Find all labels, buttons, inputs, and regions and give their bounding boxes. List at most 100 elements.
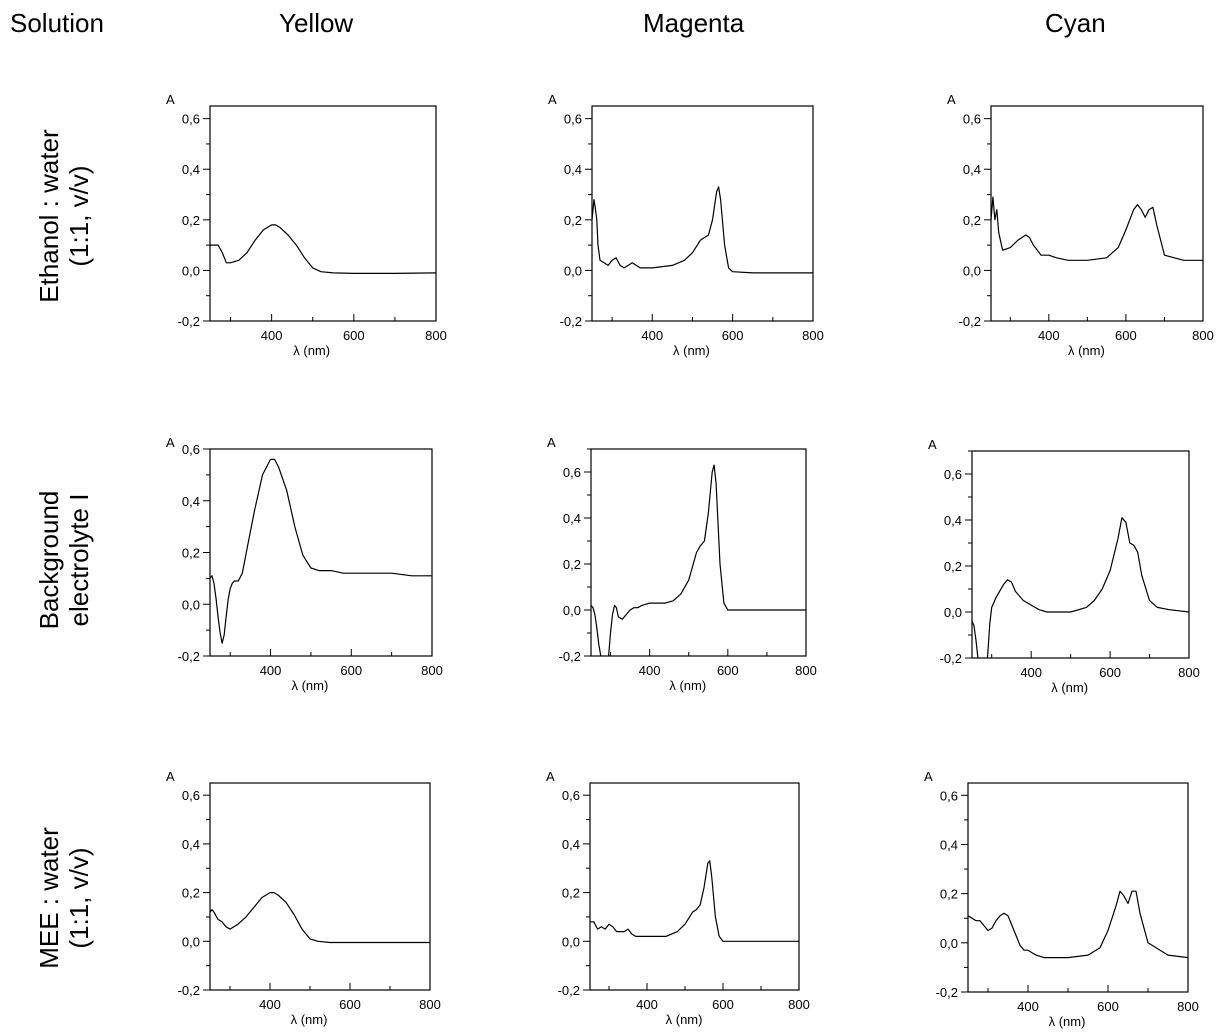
x-tick-label: 600 xyxy=(717,663,739,678)
spectrum-line xyxy=(591,464,806,656)
column-header-cyan: Cyan xyxy=(1045,8,1106,38)
x-tick-label: 400 xyxy=(1038,328,1060,343)
y-tick-label: 0,0 xyxy=(940,936,958,951)
y-tick-label: 0,0 xyxy=(563,603,581,618)
x-tick-label: 800 xyxy=(1178,665,1200,680)
x-tick-label: 600 xyxy=(1097,999,1119,1014)
y-tick-label: 0,0 xyxy=(182,263,200,278)
y-tick-label: 0,6 xyxy=(182,112,200,127)
y-axis-label: A xyxy=(547,435,556,450)
spectrum-line xyxy=(210,892,430,944)
x-tick-label: 800 xyxy=(419,997,441,1012)
y-tick-label: 0,6 xyxy=(564,112,582,127)
y-axis-label: A xyxy=(166,92,175,107)
y-tick-label: -0,2 xyxy=(178,983,200,998)
x-tick-label: 800 xyxy=(425,328,447,343)
x-tick-label: 400 xyxy=(1017,999,1039,1014)
x-tick-label: 400 xyxy=(641,328,663,343)
x-tick-label: 600 xyxy=(1115,328,1137,343)
y-tick-label: 0,4 xyxy=(564,162,582,177)
y-tick-label: -0,2 xyxy=(558,983,580,998)
spectrum-line xyxy=(210,224,436,274)
x-tick-label: 400 xyxy=(1020,665,1042,680)
x-tick-label: 800 xyxy=(421,663,443,678)
y-tick-label: 0,0 xyxy=(182,934,200,949)
y-tick-label: 0,4 xyxy=(944,513,962,528)
y-tick-label: 0,6 xyxy=(182,442,200,457)
solution-header: Solution xyxy=(10,8,104,38)
x-tick-label: 400 xyxy=(261,328,283,343)
x-tick-label: 600 xyxy=(1099,665,1121,680)
y-tick-label: 0,0 xyxy=(182,597,200,612)
y-tick-label: 0,2 xyxy=(182,213,200,228)
x-tick-label: 400 xyxy=(636,997,658,1012)
y-tick-label: -0,2 xyxy=(959,314,981,329)
y-tick-label: -0,2 xyxy=(940,651,962,666)
y-tick-label: 0,2 xyxy=(182,546,200,561)
y-tick-label: 0,0 xyxy=(963,263,981,278)
x-tick-label: 600 xyxy=(343,328,365,343)
x-axis-label: λ (nm) xyxy=(1049,1014,1086,1029)
plot-frame xyxy=(990,105,1204,322)
y-tick-label: 0,0 xyxy=(564,263,582,278)
y-tick-label: 0,4 xyxy=(963,162,981,177)
x-tick-label: 800 xyxy=(802,328,824,343)
plot-frame xyxy=(967,782,1189,993)
y-axis-label: A xyxy=(546,769,555,784)
y-tick-label: 0,6 xyxy=(563,465,581,480)
spectrum-line xyxy=(991,196,1203,261)
y-axis-label: A xyxy=(924,769,933,784)
y-tick-label: 0,2 xyxy=(944,559,962,574)
y-tick-label: 0,2 xyxy=(182,886,200,901)
y-tick-label: 0,4 xyxy=(940,837,958,852)
plot-frame xyxy=(209,448,433,657)
y-tick-label: 0,6 xyxy=(944,467,962,482)
y-tick-label: -0,2 xyxy=(559,649,581,664)
y-axis-label: A xyxy=(166,435,175,450)
y-tick-label: 0,4 xyxy=(182,837,200,852)
spectrum-line xyxy=(590,860,799,942)
y-tick-label: 0,0 xyxy=(562,934,580,949)
spectrum-line xyxy=(592,186,813,274)
y-tick-label: 0,6 xyxy=(940,788,958,803)
x-tick-label: 800 xyxy=(795,663,817,678)
y-axis-label: A xyxy=(548,92,557,107)
x-axis-label: λ (nm) xyxy=(1051,680,1088,695)
y-tick-label: 0,6 xyxy=(963,112,981,127)
x-axis-label: λ (nm) xyxy=(293,343,330,358)
x-axis-label: λ (nm) xyxy=(666,1012,703,1027)
x-tick-label: 400 xyxy=(639,663,661,678)
x-tick-label: 800 xyxy=(1192,328,1214,343)
y-tick-label: -0,2 xyxy=(178,649,200,664)
x-tick-label: 600 xyxy=(339,997,361,1012)
x-tick-label: 600 xyxy=(712,997,734,1012)
y-tick-label: -0,2 xyxy=(560,314,582,329)
x-tick-label: 800 xyxy=(1177,999,1199,1014)
y-tick-label: 0,0 xyxy=(944,605,962,620)
plot-frame xyxy=(209,782,431,991)
plot-frame xyxy=(591,105,814,322)
plot-frame xyxy=(590,448,807,657)
y-tick-label: 0,4 xyxy=(182,162,200,177)
plot-frame xyxy=(589,782,800,991)
y-tick-label: 0,6 xyxy=(182,788,200,803)
y-axis-label: A xyxy=(928,437,937,452)
y-tick-label: -0,2 xyxy=(178,314,200,329)
spectrum-line xyxy=(968,890,1188,959)
x-axis-label: λ (nm) xyxy=(291,678,328,693)
x-axis-label: λ (nm) xyxy=(673,343,710,358)
y-axis-label: A xyxy=(166,769,175,784)
x-axis-label: λ (nm) xyxy=(1068,343,1105,358)
x-tick-label: 800 xyxy=(788,997,810,1012)
x-axis-label: λ (nm) xyxy=(669,678,706,693)
plot-frame xyxy=(209,105,437,322)
x-tick-label: 600 xyxy=(340,663,362,678)
x-tick-label: 600 xyxy=(722,328,744,343)
y-tick-label: 0,2 xyxy=(562,886,580,901)
y-tick-label: 0,2 xyxy=(940,887,958,902)
y-tick-label: 0,2 xyxy=(564,213,582,228)
y-tick-label: 0,4 xyxy=(563,511,581,526)
y-tick-label: 0,6 xyxy=(562,788,580,803)
x-axis-label: λ (nm) xyxy=(291,1012,328,1027)
y-tick-label: 0,4 xyxy=(562,837,580,852)
